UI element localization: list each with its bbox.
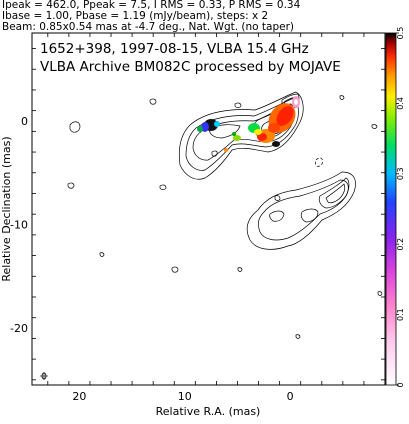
plot-title-line-1: 1652+398, 1997-08-15, VLBA 15.4 GHz — [40, 41, 309, 57]
colorbar-tick-label: 0 — [396, 382, 405, 387]
colorbar-tick-label: 0.5 — [396, 27, 405, 40]
contour-map — [40, 91, 383, 380]
colorbar-ticks: 0 0.1 0.2 0.3 0.4 0.5 — [396, 27, 405, 388]
x-tick-label: 0 — [287, 390, 294, 403]
x-axis-ticks: 20 10 0 — [47, 33, 386, 403]
plot-frame — [31, 32, 386, 386]
x-tick-label: 20 — [72, 390, 86, 403]
y-axis-title: Relative Declination (mas) — [0, 136, 13, 281]
plot-title-line-2: VLBA Archive BM082C processed by MOJAVE — [40, 59, 341, 75]
header-line-2: Ibase = 1.00, Pbase = 1.19 (mJy/beam), s… — [2, 10, 269, 22]
y-tick-label: 0 — [21, 115, 28, 128]
y-tick-label: -20 — [10, 322, 28, 335]
jet-contours — [67, 91, 383, 339]
colorbar-tick-label: 0.1 — [396, 308, 405, 321]
colorbar-tick-label: 0.2 — [396, 238, 405, 251]
x-axis-title: Relative R.A. (mas) — [156, 405, 261, 418]
header-line-3: Beam: 0.85x0.54 mas at -4.7 deg., Nat. W… — [2, 21, 295, 33]
colorbar-tick-label: 0.3 — [396, 167, 405, 180]
y-axis-ticks: 0 -10 -20 — [10, 48, 385, 381]
y-tick-label: -10 — [10, 219, 28, 232]
x-tick-label: 10 — [178, 390, 192, 403]
header-line-1: Ipeak = 462.0, Ppeak = 7.5, I RMS = 0.33… — [2, 0, 301, 11]
colorbar-tick-label: 0.4 — [396, 97, 405, 110]
colorbar — [385, 32, 397, 386]
polarization-patches — [197, 96, 300, 152]
